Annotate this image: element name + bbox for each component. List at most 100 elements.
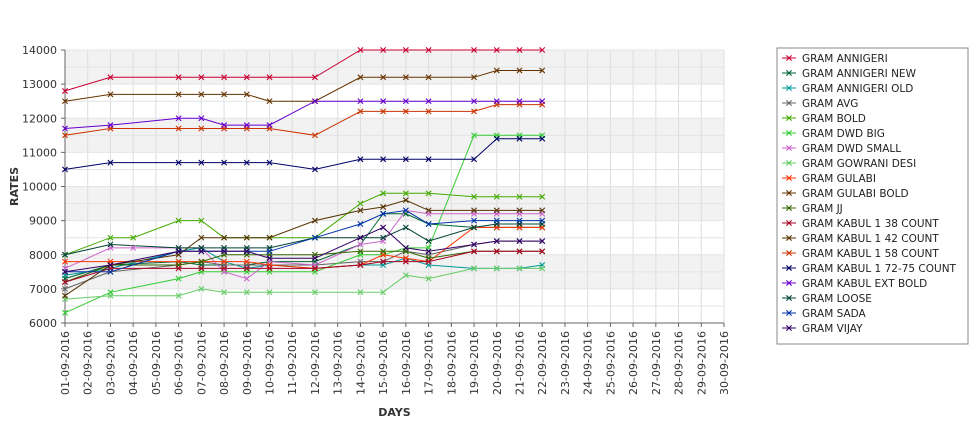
data-point — [380, 108, 387, 115]
x-tick-label: 17-09-2016 — [423, 331, 436, 395]
data-point — [266, 248, 273, 255]
x-tick-label: 04-09-2016 — [127, 331, 140, 395]
data-point — [425, 275, 432, 282]
data-point — [402, 224, 409, 231]
data-point — [221, 258, 228, 265]
data-point — [175, 217, 182, 224]
data-point — [516, 47, 523, 53]
data-point — [198, 125, 205, 132]
data-point — [243, 265, 250, 272]
legend-marker — [786, 55, 792, 61]
x-tick-label: 20-09-2016 — [491, 331, 504, 395]
data-point — [539, 248, 546, 255]
data-point — [539, 47, 546, 53]
data-point — [402, 197, 409, 204]
x-tick-label: 07-09-2016 — [195, 331, 208, 395]
data-point — [266, 74, 273, 81]
legend-marker — [786, 265, 792, 271]
legend-item: GRAM KABUL 1 72-75 COUNT — [782, 263, 957, 275]
legend-label: GRAM BOLD — [802, 113, 866, 125]
data-point — [266, 265, 273, 272]
data-point — [311, 166, 318, 173]
series-line-0 — [64, 49, 543, 92]
data-point — [471, 132, 478, 139]
data-point — [516, 238, 523, 245]
legend-label: GRAM DWD BIG — [802, 128, 885, 140]
series-line-14 — [64, 138, 543, 170]
data-point — [380, 190, 387, 197]
x-tick-label: 06-09-2016 — [173, 331, 186, 395]
data-point — [402, 108, 409, 115]
x-tick-label: 03-09-2016 — [104, 331, 117, 395]
data-point — [357, 289, 364, 296]
data-point — [471, 248, 478, 255]
data-point — [471, 74, 478, 81]
x-tick-label: 13-09-2016 — [332, 331, 345, 395]
x-tick-label: 29-09-2016 — [695, 331, 708, 395]
data-point — [198, 91, 205, 98]
data-point — [266, 159, 273, 166]
data-point — [357, 47, 364, 53]
data-point — [62, 258, 68, 265]
y-tick-labels: 6000 7000 8000 9000 10000 11000 12000 13000 1400… — [22, 44, 65, 330]
data-point — [175, 74, 182, 81]
data-point — [311, 217, 318, 224]
x-tick-label: 05-09-2016 — [150, 331, 163, 395]
y-tick-label: 7000 — [29, 283, 57, 296]
data-point — [516, 207, 523, 214]
data-point — [62, 132, 68, 139]
data-point — [402, 272, 409, 279]
data-point — [539, 135, 546, 142]
data-point — [357, 200, 364, 207]
data-point — [243, 159, 250, 166]
data-point — [539, 238, 546, 245]
data-point — [380, 156, 387, 163]
data-point — [243, 122, 250, 129]
y-tick-label: 14000 — [22, 44, 57, 57]
legend-label: GRAM DWD SMALL — [802, 143, 901, 155]
data-point — [62, 268, 68, 275]
data-point — [539, 67, 546, 74]
legend-marker — [786, 325, 792, 331]
legend-item: GRAM KABUL 1 42 COUNT — [782, 233, 939, 245]
y-axis-title: RATES — [8, 167, 21, 206]
legend-marker — [786, 235, 792, 241]
data-point — [516, 265, 523, 272]
x-tick-label: 26-09-2016 — [627, 331, 640, 395]
series-line-5 — [64, 134, 543, 314]
data-point — [62, 98, 68, 105]
data-point — [425, 98, 432, 105]
legend-item: GRAM SADA — [782, 308, 867, 320]
series-line-18 — [64, 226, 543, 273]
data-point — [311, 289, 318, 296]
data-point — [493, 193, 500, 200]
legend-label: GRAM KABUL 1 42 COUNT — [802, 233, 939, 245]
legend-label: GRAM AVG — [802, 98, 858, 110]
data-point — [175, 115, 182, 122]
data-point — [539, 98, 546, 105]
data-point — [175, 292, 182, 299]
y-tick-label: 8000 — [29, 249, 57, 262]
data-point — [62, 87, 68, 94]
data-point — [516, 217, 523, 224]
data-point — [402, 190, 409, 197]
x-tick-label: 15-09-2016 — [377, 331, 390, 395]
data-point — [516, 135, 523, 142]
legend-label: GRAM SADA — [802, 308, 867, 320]
data-point — [493, 217, 500, 224]
legend-item: GRAM ANNIGERI — [782, 53, 888, 65]
legend-marker — [786, 175, 792, 181]
data-point — [311, 132, 318, 139]
data-point — [221, 248, 228, 255]
data-point — [493, 67, 500, 74]
data-point — [107, 241, 114, 248]
legend-marker — [786, 295, 792, 301]
data-point — [198, 258, 205, 265]
data-point — [311, 265, 318, 272]
data-point — [380, 210, 387, 217]
data-point — [107, 74, 114, 81]
data-point — [243, 74, 250, 81]
data-point — [221, 234, 228, 241]
x-tick-label: 25-09-2016 — [604, 331, 617, 395]
legend-label: GRAM GULABI — [802, 173, 876, 185]
